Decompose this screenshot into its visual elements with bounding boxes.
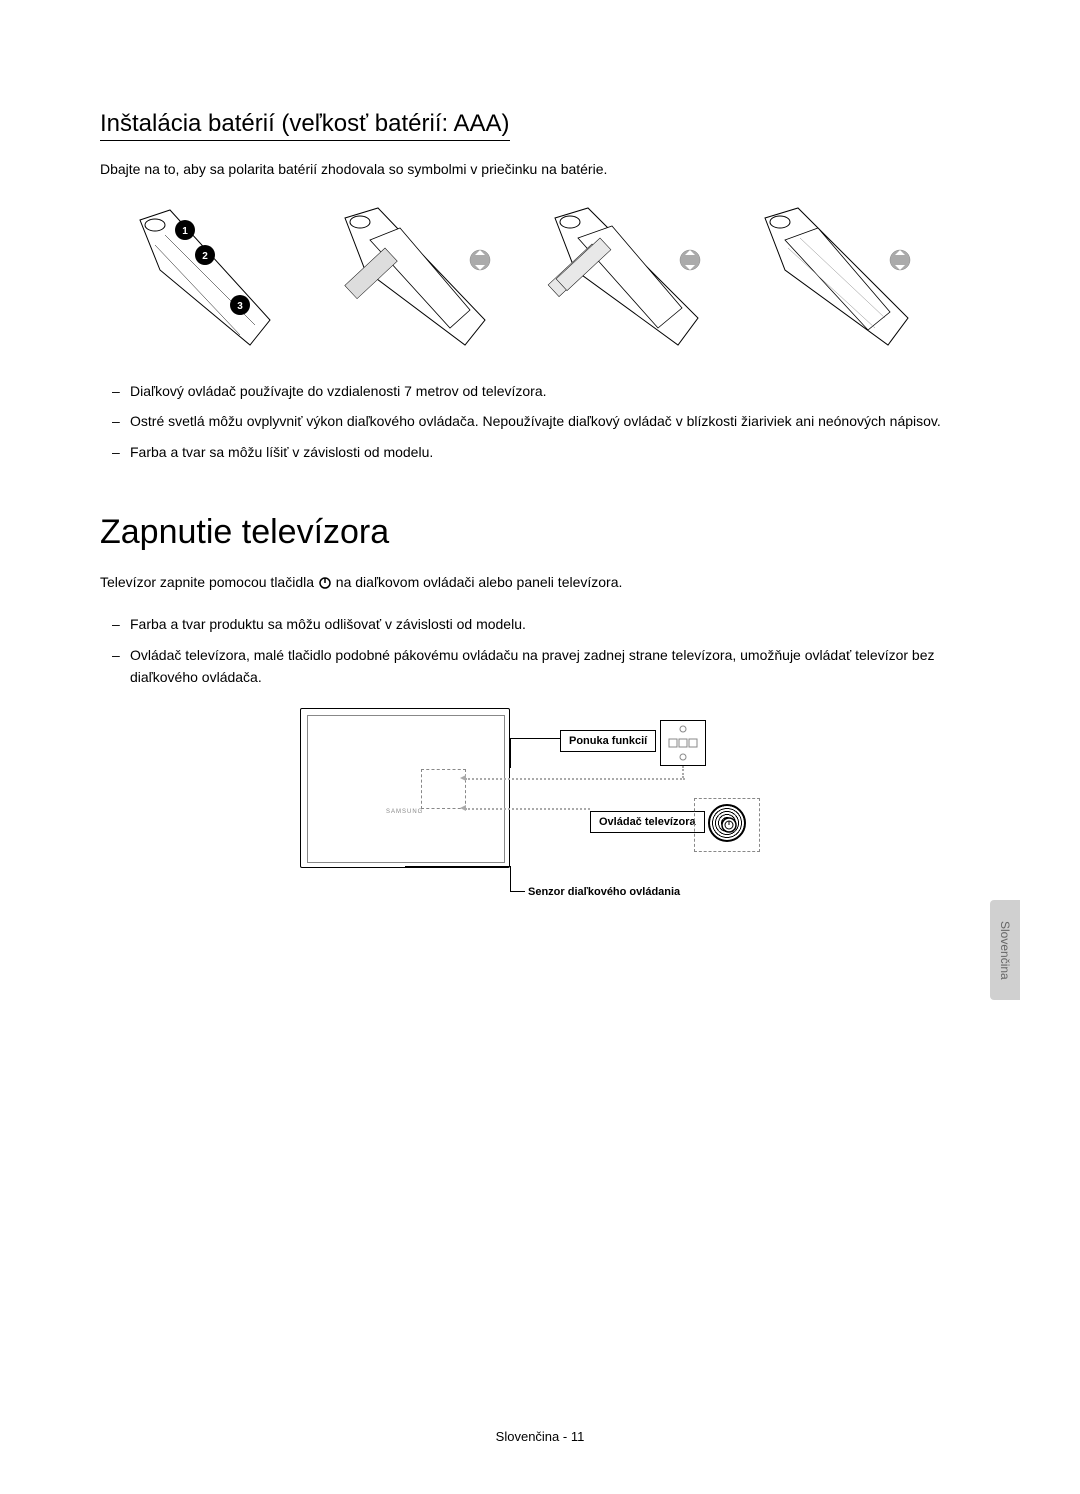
battery-note-3: Farba a tvar sa môžu líšiť v závislosti …	[100, 441, 980, 463]
callout-sensor: Senzor diaľkového ovládania	[528, 886, 680, 898]
function-menu-panel	[660, 720, 706, 766]
battery-install-heading: Inštalácia batérií (veľkosť batérií: AAA…	[100, 110, 510, 141]
power-intro-pre: Televízor zapnite pomocou tlačidla	[100, 574, 318, 590]
dotted-lead-ovladac-1	[465, 808, 590, 810]
svg-text:2: 2	[202, 251, 208, 262]
callout-ovladac: Ovládač televízora	[590, 811, 705, 833]
arrowhead-funkcii	[460, 775, 466, 781]
tv-diagram: SAMSUNG Ponuka funkcií Ovládač televízor…	[300, 708, 780, 928]
dotted-lead-funkcii-v	[682, 766, 684, 778]
arrowhead-ovladac	[460, 805, 466, 811]
svg-text:1: 1	[182, 226, 188, 237]
tv-screen	[307, 715, 505, 863]
battery-notes-list: Diaľkový ovládač používajte do vzdialeno…	[100, 380, 980, 463]
callout-funkcii: Ponuka funkcií	[560, 730, 656, 752]
power-note-1: Farba a tvar produktu sa môžu odlišovať …	[100, 613, 980, 635]
lead-line-funkcii	[510, 738, 560, 739]
battery-diagram-step-3	[520, 200, 720, 350]
tv-brand-label: SAMSUNG	[386, 809, 423, 815]
power-intro-post: na diaľkovom ovládači alebo paneli telev…	[336, 574, 623, 590]
battery-diagram-step-2	[310, 200, 510, 350]
tv-outline: SAMSUNG	[300, 708, 510, 868]
battery-note-2: Ostré svetlá môžu ovplyvniť výkon diaľko…	[100, 410, 980, 432]
power-note-2: Ovládač televízora, malé tlačidlo podobn…	[100, 644, 980, 689]
power-on-heading: Zapnutie televízora	[100, 513, 980, 552]
battery-diagram-step-4	[730, 200, 930, 350]
lead-line-sensor-h	[510, 891, 525, 892]
power-on-intro: Televízor zapnite pomocou tlačidla na di…	[100, 572, 980, 593]
page-container: Inštalácia batérií (veľkosť batérií: AAA…	[0, 0, 1080, 1494]
page-footer: Slovenčina - 11	[0, 1429, 1080, 1444]
language-tab: Slovenčina	[990, 900, 1020, 1000]
power-icon	[318, 576, 332, 590]
tv-controller-button	[708, 804, 746, 842]
battery-note-1: Diaľkový ovládač používajte do vzdialeno…	[100, 380, 980, 402]
battery-diagram-row: 1 2 3	[100, 200, 980, 350]
dotted-lead-funkcii	[465, 778, 685, 780]
power-notes-list: Farba a tvar produktu sa môžu odlišovať …	[100, 613, 980, 688]
battery-intro-text: Dbajte na to, aby sa polarita batérií zh…	[100, 159, 980, 180]
language-tab-label: Slovenčina	[998, 921, 1012, 980]
lead-line-funkcii-v	[510, 738, 511, 768]
lead-line-sensor-v	[510, 866, 511, 891]
lead-line-sensor-top	[405, 866, 510, 867]
battery-diagram-step-1: 1 2 3	[100, 200, 300, 350]
svg-text:3: 3	[237, 301, 243, 312]
